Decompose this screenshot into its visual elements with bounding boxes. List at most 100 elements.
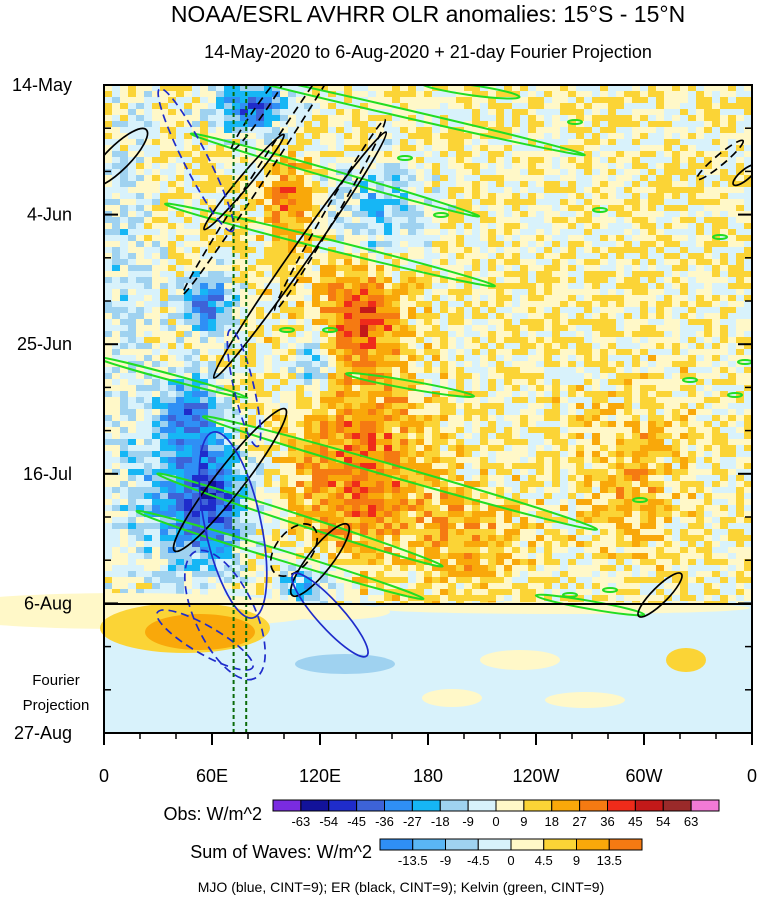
obs-cell [128,319,136,325]
obs-cell [568,133,576,139]
obs-cell [288,331,296,337]
obs-cell [336,373,344,379]
obs-cell [176,145,184,151]
obs-cell [648,229,656,235]
obs-cell [512,313,520,319]
obs-cell [464,127,472,133]
obs-cell [448,91,456,97]
obs-cell [200,331,208,337]
obs-cell [448,283,456,289]
obs-cell [688,229,696,235]
obs-cell [192,97,200,103]
obs-cell [672,241,680,247]
obs-cell [568,145,576,151]
obs-cell [624,181,632,187]
obs-cell [616,427,624,433]
obs-cell [408,145,416,151]
obs-cell [384,313,392,319]
obs-cell [352,367,360,373]
obs-cell [152,199,160,205]
obs-cell [680,91,688,97]
obs-cell [272,97,280,103]
obs-cell [384,295,392,301]
obs-cell [232,355,240,361]
obs-cell [272,139,280,145]
obs-cell [472,319,480,325]
obs-cell [416,115,424,121]
obs-cell [216,241,224,247]
obs-cell [664,325,672,331]
obs-cell [376,193,384,199]
obs-cell [664,379,672,385]
obs-cell [288,211,296,217]
obs-cell [368,103,376,109]
obs-cell [656,247,664,253]
obs-cell [744,397,752,403]
obs-cell [376,349,384,355]
obs-cell [432,169,440,175]
obs-cell [488,439,496,445]
obs-cell [240,433,248,439]
obs-cell [296,313,304,319]
obs-cell [240,145,248,151]
obs-cell [416,265,424,271]
obs-cell [504,307,512,313]
obs-cell [488,421,496,427]
obs-cell [208,253,216,259]
obs-cell [648,247,656,253]
obs-cell [664,433,672,439]
obs-cell [184,139,192,145]
obs-cell [280,397,288,403]
obs-cell [680,253,688,259]
obs-cell [544,199,552,205]
obs-cell [448,235,456,241]
obs-cell [120,379,128,385]
obs-cell [696,91,704,97]
obs-cell [648,295,656,301]
obs-cell [232,313,240,319]
obs-cell [136,451,144,457]
obs-cell [264,271,272,277]
obs-cell [680,439,688,445]
obs-cell [216,151,224,157]
obs-cell [656,409,664,415]
obs-cell [216,115,224,121]
obs-cell [432,289,440,295]
obs-cell [664,133,672,139]
obs-cell [600,361,608,367]
obs-cell [128,253,136,259]
obs-cell [272,349,280,355]
obs-cell [480,181,488,187]
obs-cell [280,277,288,283]
obs-cell [600,397,608,403]
obs-cell [720,151,728,157]
obs-cell [600,97,608,103]
obs-cell [576,445,584,451]
obs-cell [536,337,544,343]
obs-cell [312,391,320,397]
obs-cell [744,127,752,133]
obs-cell [448,379,456,385]
obs-cell [368,361,376,367]
obs-cell [448,403,456,409]
obs-cell [480,355,488,361]
obs-cell [704,271,712,277]
obs-cell [504,445,512,451]
obs-cell [624,193,632,199]
obs-cell [240,127,248,133]
obs-cell [592,187,600,193]
obs-cell [664,85,672,91]
obs-cell [528,211,536,217]
obs-cell [408,133,416,139]
obs-cell [168,439,176,445]
obs-cell [528,433,536,439]
obs-cell [456,247,464,253]
obs-cell [512,175,520,181]
obs-cell [536,331,544,337]
obs-cell [312,385,320,391]
obs-cell [352,325,360,331]
obs-cell [256,163,264,169]
obs-cell [584,175,592,181]
obs-cell [424,421,432,427]
obs-cell [392,139,400,145]
